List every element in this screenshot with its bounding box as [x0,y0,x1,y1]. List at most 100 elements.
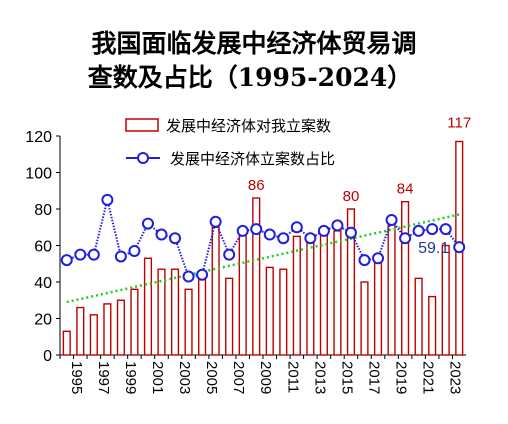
x-tick-label: 2019 [393,361,410,394]
bar-2016 [346,208,356,356]
data-label-2009: 86 [248,177,265,194]
ratio-point-2016 [344,226,357,239]
x-tick-label: 2007 [230,361,247,394]
bar-2005 [198,272,207,356]
bar-2014 [319,233,328,356]
x-axis-ticks: 1995 1997 1999 2001 2003 2005 2007 2009 2011 2013… [59,355,464,394]
ratio-point-2014 [317,224,330,237]
x-tick-label: 2013 [311,361,328,394]
ratio-point-2009 [250,223,263,236]
bar-1996 [76,306,85,356]
data-labels: 86 80 84 117 59.1 [248,114,471,257]
bar-series [62,140,464,356]
bar-2009 [252,197,261,356]
x-tick-label: 1997 [95,361,112,394]
bar-2011 [279,268,288,356]
ratio-point-2012 [290,221,303,234]
ratio-point-2003 [169,232,182,245]
x-tick-label: 2021 [420,361,437,394]
bar-2001 [143,257,153,356]
ratio-point-2015 [331,219,344,232]
data-label-2020: 84 [397,181,414,198]
x-tick-label: 2011 [284,361,301,393]
x-tick-label: 2015 [338,361,355,394]
y-tick-label: 40 [34,275,52,292]
bar-2020 [401,200,410,356]
bar-2017 [360,281,369,356]
ratio-point-1997 [87,248,100,261]
bar-2018 [373,257,383,356]
data-label-2024: 117 [447,114,471,131]
bar-2022 [428,295,437,356]
bar-2021 [414,277,423,356]
legend: 发展中经济体对我立案数 发展中经济体立案数占比 [125,117,335,168]
ratio-point-2002 [155,228,168,241]
ratio-line-series [60,193,466,283]
bar-2008 [238,226,247,356]
x-tick-label: 2023 [447,361,464,394]
bar-2003 [170,268,180,356]
ratio-point-2011 [277,232,290,245]
bar-2019 [387,221,396,356]
x-tick-label: 2001 [149,361,166,394]
y-tick-label: 120 [25,129,52,146]
ratio-point-2004 [182,270,195,283]
x-tick-label: 2003 [176,361,193,394]
bar-2012 [292,235,301,356]
ratio-point-2001 [141,217,154,230]
chart-title-line2: 查数及占比（1995-2024） [88,63,413,92]
y-tick-label: 100 [25,166,52,183]
y-axis-ticks: 0 20 40 60 80 100 120 [25,129,60,365]
ratio-point-1999 [114,250,127,263]
x-tick-label: 1999 [122,361,139,394]
ratio-point-2005 [196,268,209,281]
ratio-point-2020 [399,232,412,245]
x-tick-label: 1995 [68,361,85,394]
bar-1998 [103,303,112,356]
ratio-point-1996 [74,248,87,261]
bar-1995 [62,330,71,356]
bar-2000 [130,288,139,356]
x-tick-label: 2005 [203,361,220,394]
ratio-point-2021 [412,224,425,237]
ratio-line [66,199,461,278]
ratio-point-2007 [223,248,236,261]
ratio-point-2018 [372,252,385,265]
bar-2023 [441,244,450,356]
ratio-point-2024 [453,241,466,254]
ratio-point-2017 [358,254,371,267]
bar-1997 [89,314,98,356]
x-tick-label: 2009 [257,361,274,394]
legend-swatch-bar [125,118,159,132]
y-tick-label: 60 [34,239,52,256]
x-tick-label: 2017 [366,361,383,394]
ratio-point-2000 [128,244,141,257]
ratio-point-2010 [263,228,276,241]
legend-swatch-marker [137,152,149,164]
ratio-point-1995 [60,254,73,267]
ratio-point-2023 [439,223,452,236]
y-tick-label: 0 [43,348,52,365]
trend-line [66,213,460,304]
bar-2006 [211,226,220,356]
ratio-point-2006 [209,215,222,228]
bar-2002 [157,268,166,356]
ratio-point-2019 [385,213,398,226]
bar-2010 [265,266,274,356]
legend-label-bar: 发展中经济体对我立案数 [166,117,331,135]
bar-2015 [333,230,342,356]
bar-1999 [116,299,125,356]
bar-2007 [225,277,234,356]
y-tick-label: 20 [34,312,52,329]
bar-2004 [184,288,193,356]
ratio-point-1998 [101,193,114,206]
y-tick-label: 80 [34,202,52,219]
chart-title-line1: 我国面临发展中经济体贸易调 [91,29,416,58]
ratio-point-2008 [236,224,249,237]
data-label-2016: 80 [343,188,360,205]
ratio-point-2022 [426,223,439,236]
data-label-2024: 59.1 [418,240,449,257]
ratio-point-2013 [304,232,317,245]
trend-line-group [66,213,460,304]
bar-2013 [306,241,315,356]
